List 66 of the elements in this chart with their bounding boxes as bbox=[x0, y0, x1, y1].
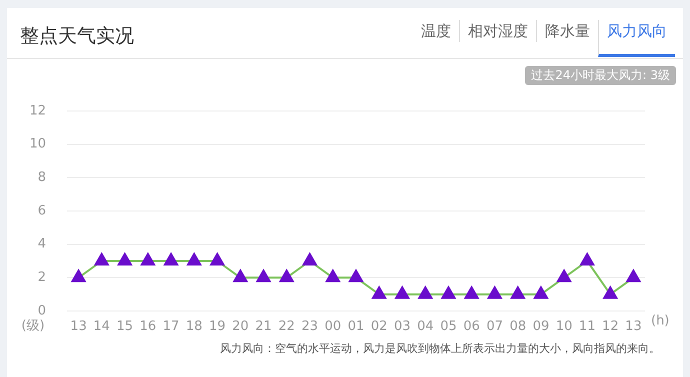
text: 相对湿度 bbox=[459, 20, 536, 42]
y-tick-label: 0 bbox=[38, 303, 46, 318]
x-tick-label: 03 bbox=[394, 319, 411, 334]
x-tick-label: 10 bbox=[556, 319, 572, 334]
x-tick-label: 14 bbox=[93, 319, 110, 334]
point bbox=[72, 270, 86, 282]
chart-title: 整点天气实况 bbox=[20, 24, 134, 49]
text: 风力风向：空气的水平运动，风力是风吹到物体上所表示出力量的大小，风向指风的来向。 bbox=[220, 341, 660, 356]
point bbox=[326, 270, 340, 282]
x-tick-label: 16 bbox=[140, 319, 156, 334]
x-tick-label: 09 bbox=[532, 319, 550, 334]
x-tick-label: 13 bbox=[70, 319, 87, 334]
point bbox=[603, 286, 618, 299]
x-tick-label: 18 bbox=[186, 319, 202, 334]
point bbox=[395, 286, 410, 299]
x-tick-label: 04 bbox=[417, 319, 434, 334]
point bbox=[464, 286, 479, 299]
text: 过去24小时最大风力: 3级 bbox=[525, 66, 676, 85]
y-tick-label: 10 bbox=[29, 136, 46, 152]
point bbox=[302, 253, 317, 266]
x-tick-label: 23 bbox=[301, 319, 318, 334]
point bbox=[534, 286, 548, 299]
x-tick-label: 06 bbox=[463, 319, 480, 334]
y-tick-label: 8 bbox=[38, 170, 46, 186]
point bbox=[164, 253, 178, 266]
x-tick-label: 00 bbox=[324, 319, 342, 334]
point bbox=[118, 253, 132, 266]
point bbox=[280, 270, 294, 282]
point bbox=[488, 286, 502, 299]
x-tick-label: 12 bbox=[602, 319, 619, 334]
x-tick-label: 02 bbox=[370, 319, 388, 334]
x-tick-label: 07 bbox=[486, 319, 503, 334]
x-tick-label: 08 bbox=[510, 319, 526, 334]
point bbox=[626, 270, 640, 282]
point bbox=[372, 286, 386, 299]
point bbox=[580, 253, 594, 266]
text: 降水量 bbox=[536, 20, 598, 42]
y-tick-label: 4 bbox=[38, 236, 46, 252]
y-tick-label: 12 bbox=[29, 103, 46, 118]
point bbox=[256, 270, 271, 282]
x-tick-label: 01 bbox=[348, 319, 364, 334]
point bbox=[441, 286, 456, 299]
text: 温度 bbox=[420, 21, 452, 42]
point bbox=[510, 286, 525, 299]
x-tick-label: 15 bbox=[116, 319, 134, 334]
x-tick-label: 21 bbox=[255, 319, 272, 334]
x-tick-label: 17 bbox=[162, 319, 180, 334]
x-tick-label: 19 bbox=[209, 319, 226, 334]
point bbox=[210, 253, 224, 266]
x-axis-title: (h) bbox=[651, 313, 670, 328]
x-tick-label: 05 bbox=[440, 319, 457, 334]
y-tick-label: 2 bbox=[38, 270, 46, 286]
x-tick-label: 11 bbox=[578, 319, 596, 334]
x-tick-label: 13 bbox=[625, 319, 642, 334]
point bbox=[557, 270, 572, 282]
point bbox=[233, 270, 248, 282]
point bbox=[348, 270, 364, 282]
x-tick-label: 22 bbox=[278, 319, 295, 334]
y-tick-label: 6 bbox=[38, 203, 46, 218]
point bbox=[418, 286, 432, 299]
text: 风力风向 bbox=[598, 20, 675, 57]
x-tick-label: 20 bbox=[232, 319, 249, 334]
point bbox=[140, 253, 155, 266]
y-axis-title: (级) bbox=[21, 318, 45, 334]
point bbox=[187, 253, 202, 266]
point bbox=[94, 253, 109, 266]
